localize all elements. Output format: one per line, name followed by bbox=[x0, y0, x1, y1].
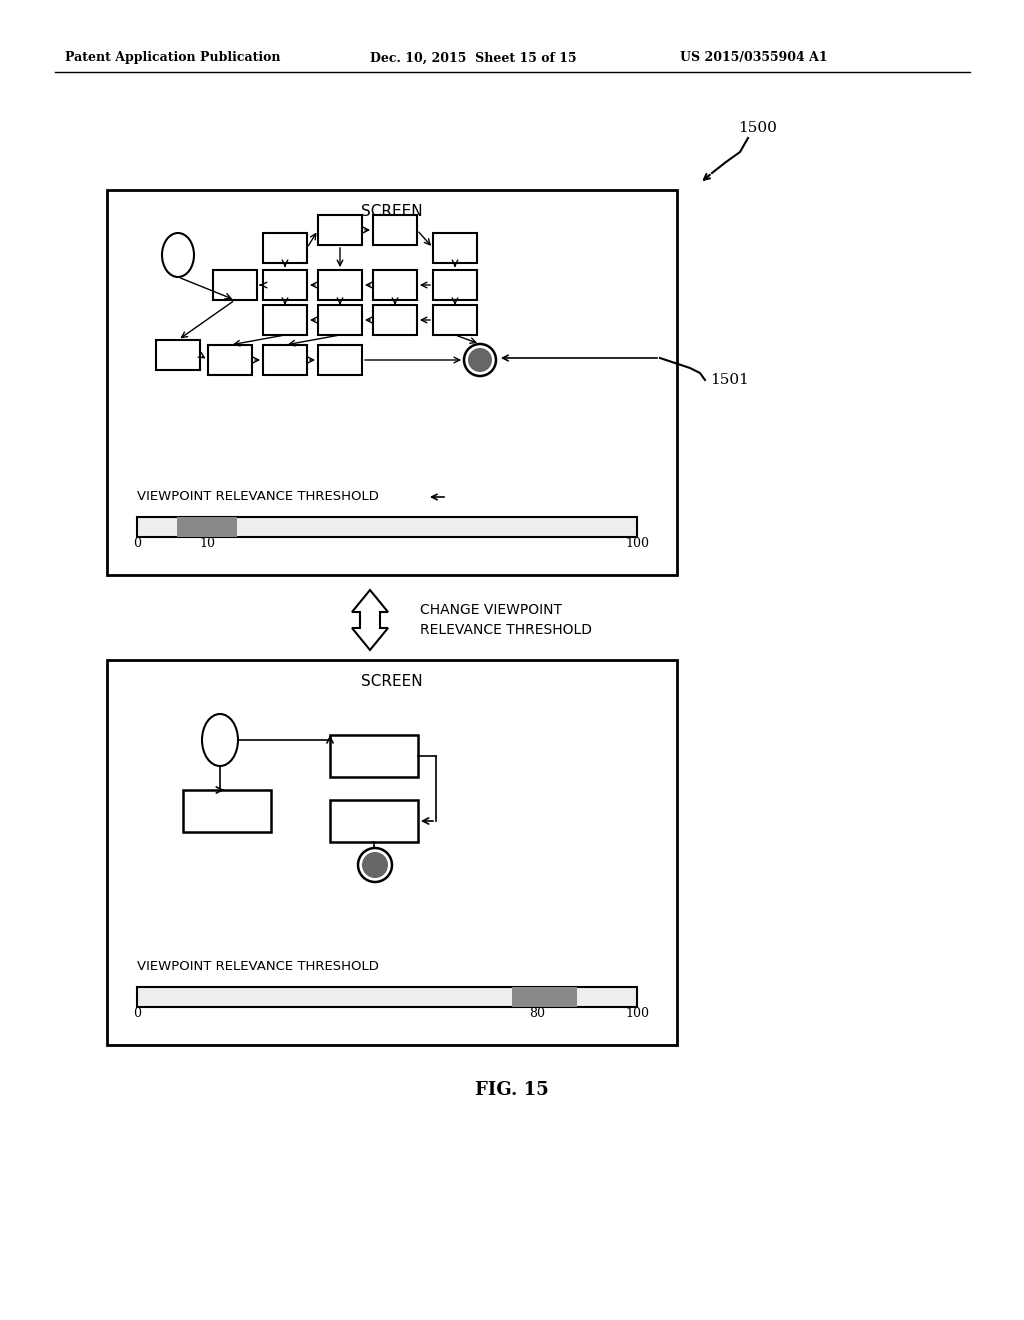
Ellipse shape bbox=[202, 714, 238, 766]
Bar bbox=[263, 271, 307, 300]
Text: VIEWPOINT RELEVANCE THRESHOLD: VIEWPOINT RELEVANCE THRESHOLD bbox=[137, 961, 379, 974]
Bar bbox=[433, 271, 477, 300]
Bar bbox=[373, 215, 417, 246]
Bar bbox=[263, 234, 307, 263]
Ellipse shape bbox=[162, 234, 194, 277]
Text: US 2015/0355904 A1: US 2015/0355904 A1 bbox=[680, 51, 827, 65]
Text: Patent Application Publication: Patent Application Publication bbox=[65, 51, 281, 65]
Text: CHANGE VIEWPOINT
RELEVANCE THRESHOLD: CHANGE VIEWPOINT RELEVANCE THRESHOLD bbox=[420, 603, 592, 636]
Bar bbox=[156, 341, 200, 370]
Circle shape bbox=[468, 348, 492, 372]
Text: 80: 80 bbox=[529, 1007, 545, 1020]
Bar bbox=[318, 305, 362, 335]
Text: 1501: 1501 bbox=[710, 374, 749, 387]
Bar bbox=[263, 345, 307, 375]
Bar bbox=[137, 987, 637, 1007]
Circle shape bbox=[464, 345, 496, 376]
Bar bbox=[183, 789, 271, 832]
Bar bbox=[137, 517, 637, 537]
Bar bbox=[213, 271, 257, 300]
Bar bbox=[433, 234, 477, 263]
Polygon shape bbox=[352, 590, 388, 649]
Text: 10: 10 bbox=[199, 537, 215, 550]
Text: 0: 0 bbox=[133, 537, 141, 550]
Text: 0: 0 bbox=[133, 1007, 141, 1020]
Bar bbox=[373, 271, 417, 300]
Bar bbox=[373, 305, 417, 335]
Text: SCREEN: SCREEN bbox=[361, 675, 423, 689]
Bar bbox=[330, 800, 418, 842]
Text: VIEWPOINT RELEVANCE THRESHOLD: VIEWPOINT RELEVANCE THRESHOLD bbox=[137, 491, 379, 503]
Text: SCREEN: SCREEN bbox=[361, 205, 423, 219]
Bar bbox=[330, 735, 418, 777]
Bar bbox=[433, 305, 477, 335]
Bar bbox=[263, 305, 307, 335]
Circle shape bbox=[362, 851, 388, 878]
Bar bbox=[106, 190, 677, 576]
Text: 100: 100 bbox=[625, 537, 649, 550]
Text: Dec. 10, 2015  Sheet 15 of 15: Dec. 10, 2015 Sheet 15 of 15 bbox=[370, 51, 577, 65]
Bar bbox=[318, 271, 362, 300]
Bar bbox=[318, 215, 362, 246]
Bar bbox=[208, 345, 252, 375]
Circle shape bbox=[358, 847, 392, 882]
Text: FIG. 15: FIG. 15 bbox=[475, 1081, 549, 1100]
Bar bbox=[512, 987, 577, 1007]
Bar bbox=[106, 660, 677, 1045]
Bar bbox=[318, 345, 362, 375]
Text: 100: 100 bbox=[625, 1007, 649, 1020]
Text: 1500: 1500 bbox=[738, 121, 777, 135]
Bar bbox=[177, 517, 237, 537]
